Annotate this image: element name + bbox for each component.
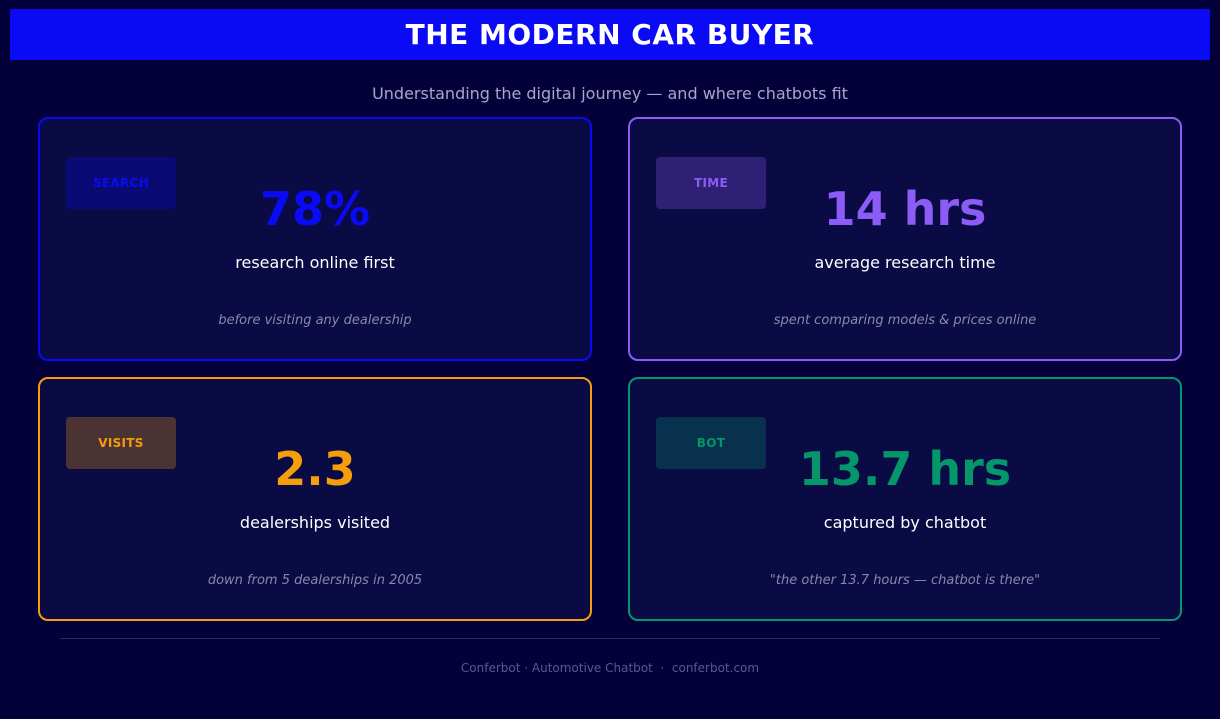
card-tag-time: TIME bbox=[656, 157, 766, 209]
stat-card-time: TIME 14 hrs average research time spent … bbox=[628, 117, 1182, 361]
card-note-visits: down from 5 dealerships in 2005 bbox=[207, 573, 423, 588]
title-banner: THE MODERN CAR BUYER bbox=[10, 9, 1210, 60]
card-note-bot: "the other 13.7 hours — chatbot is there… bbox=[769, 573, 1041, 588]
card-value-visits: 2.3 bbox=[274, 442, 356, 496]
card-note-time: spent comparing models & prices online bbox=[773, 313, 1037, 328]
page-title: THE MODERN CAR BUYER bbox=[405, 18, 815, 51]
card-label-time: average research time bbox=[814, 253, 996, 272]
footer-credit: Conferbot · Automotive Chatbot · conferb… bbox=[460, 661, 760, 675]
card-label-visits: dealerships visited bbox=[239, 513, 391, 532]
card-note-search: before visiting any dealership bbox=[218, 313, 412, 328]
card-value-bot: 13.7 hrs bbox=[798, 442, 1012, 496]
footer-divider bbox=[60, 638, 1160, 639]
page-subtitle: Understanding the digital journey — and … bbox=[372, 84, 848, 103]
stat-card-visits: VISITS 2.3 dealerships visited down from… bbox=[38, 377, 592, 621]
card-value-search: 78% bbox=[259, 182, 371, 236]
stat-card-bot: BOT 13.7 hrs captured by chatbot "the ot… bbox=[628, 377, 1182, 621]
stat-card-search: SEARCH 78% research online first before … bbox=[38, 117, 592, 361]
card-tag-bot: BOT bbox=[656, 417, 766, 469]
card-value-time: 14 hrs bbox=[823, 182, 987, 236]
card-tag-visits: VISITS bbox=[66, 417, 176, 469]
card-tag-search: SEARCH bbox=[66, 157, 176, 209]
card-label-bot: captured by chatbot bbox=[823, 513, 987, 532]
card-label-search: research online first bbox=[235, 253, 395, 272]
